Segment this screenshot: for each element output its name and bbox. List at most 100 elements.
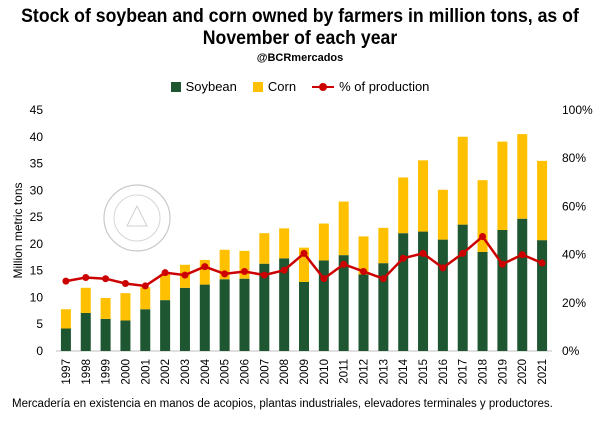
x-tick-label: 2005 <box>220 359 232 385</box>
percent-point <box>161 269 169 277</box>
legend: Soybean Corn % of production <box>0 79 600 94</box>
x-tick-label: 2020 <box>517 359 529 385</box>
percent-point <box>498 260 506 268</box>
bar-corn <box>418 160 429 232</box>
bar-soybean <box>537 240 548 351</box>
x-tick-label: 2013 <box>378 359 390 385</box>
percent-point <box>399 254 407 262</box>
percent-point <box>82 273 90 281</box>
x-tick-label: 2007 <box>259 359 271 385</box>
x-tick-label: 2006 <box>239 359 251 385</box>
bar-soybean <box>100 318 111 351</box>
bar-soybean <box>358 274 369 351</box>
legend-item-percent: % of production <box>312 79 429 94</box>
percent-point <box>181 271 189 279</box>
legend-item-corn: Corn <box>252 79 297 94</box>
x-tick-label: 2016 <box>438 359 450 385</box>
bar-corn <box>80 287 91 313</box>
percent-swatch <box>312 82 335 92</box>
x-tick-label: 2010 <box>319 359 331 385</box>
y2-tick-label: 60% <box>562 199 586 213</box>
chart-subtitle: @BCRmercados <box>256 52 344 64</box>
bar-corn <box>219 249 230 280</box>
percent-point <box>360 267 368 275</box>
y2-tick-label: 20% <box>562 296 586 310</box>
legend-label-percent: % of production <box>339 79 430 94</box>
bar-corn <box>100 297 111 319</box>
x-tick-label: 2019 <box>497 359 509 385</box>
bar-corn <box>120 293 131 321</box>
bar-corn <box>199 259 210 285</box>
bar-soybean <box>477 251 488 351</box>
bar-corn <box>259 233 270 264</box>
percent-point <box>121 280 129 288</box>
percent-point <box>300 249 308 257</box>
bar-soybean <box>219 279 230 351</box>
x-tick-label: 2017 <box>458 359 470 385</box>
percent-point <box>479 233 487 241</box>
y-tick-label: 35 <box>30 157 44 171</box>
bar-corn <box>457 136 468 225</box>
bar-soybean <box>279 258 290 351</box>
watermark-seal-outer <box>103 184 171 252</box>
percent-point <box>280 266 288 274</box>
soybean-swatch <box>170 81 181 92</box>
legend-label-corn: Corn <box>267 79 297 94</box>
y2-tick-label: 100% <box>562 103 593 117</box>
percent-point <box>240 267 248 275</box>
bar-corn <box>358 236 369 275</box>
x-tick-label: 2009 <box>299 359 311 385</box>
bar-soybean <box>239 278 250 351</box>
bar-soybean <box>437 239 448 351</box>
x-tick-label: 2000 <box>120 359 132 385</box>
x-tick-label: 2015 <box>418 359 430 385</box>
bar-soybean <box>398 233 409 351</box>
percent-point <box>221 270 229 278</box>
bar-soybean <box>517 218 528 351</box>
percent-point <box>340 260 348 268</box>
x-tick-label: 2001 <box>140 359 152 385</box>
x-tick-label: 2002 <box>160 359 172 385</box>
watermark-seal-inner <box>113 194 161 242</box>
bar-corn <box>517 134 528 219</box>
bar-corn <box>318 223 329 261</box>
bar-corn <box>477 180 488 252</box>
percent-point <box>320 275 328 283</box>
bar-soybean <box>338 255 349 351</box>
x-tick-label: 2014 <box>398 358 410 384</box>
y2-tick-label: 0% <box>562 344 580 358</box>
percent-point <box>518 251 526 259</box>
x-tick-label: 2018 <box>478 359 490 385</box>
bar-corn <box>398 177 409 234</box>
y-tick-label: 0 <box>36 344 43 358</box>
bar-soybean <box>318 260 329 351</box>
bar-corn <box>437 189 448 240</box>
bar-soybean <box>378 263 389 351</box>
x-tick-label: 1999 <box>101 359 113 385</box>
percent-point <box>201 263 209 271</box>
y-tick-label: 30 <box>30 183 44 197</box>
bar-soybean <box>60 328 71 351</box>
percent-point <box>102 275 110 283</box>
bar-soybean <box>199 284 210 351</box>
bar-soybean <box>418 231 429 351</box>
bar-corn <box>239 250 250 279</box>
x-tick-label: 2008 <box>279 359 291 385</box>
chart-title: Stock of soybean and corn owned by farme… <box>21 6 579 49</box>
bar-corn <box>537 160 548 241</box>
x-tick-label: 1998 <box>81 359 93 385</box>
bar-corn <box>299 247 309 282</box>
bar-corn <box>378 227 389 264</box>
percent-point <box>260 271 268 279</box>
y-tick-label: 15 <box>30 264 44 278</box>
bar-soybean <box>259 263 270 351</box>
bar-corn <box>497 141 508 230</box>
x-tick-label: 1997 <box>61 359 73 385</box>
bar-corn <box>279 228 290 259</box>
bar-soybean <box>179 287 190 351</box>
bar-corn <box>160 273 171 301</box>
footnote: Mercadería en existencia en manos de aco… <box>12 398 553 410</box>
y2-tick-label: 80% <box>562 151 586 165</box>
percent-point <box>379 275 387 283</box>
